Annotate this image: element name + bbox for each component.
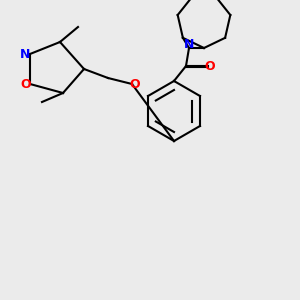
Text: O: O (205, 59, 215, 73)
Text: O: O (20, 77, 31, 91)
Text: N: N (20, 47, 31, 61)
Text: N: N (184, 38, 194, 52)
Text: O: O (130, 77, 140, 91)
